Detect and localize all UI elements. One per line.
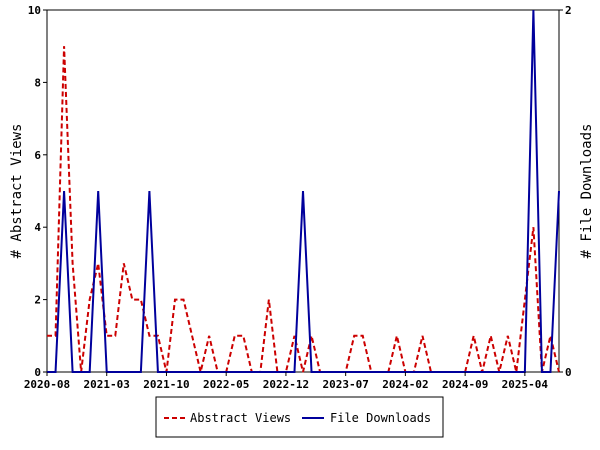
x-tick-label: 2025-04 — [502, 378, 549, 391]
x-tick-label: 2021-03 — [84, 378, 130, 391]
y-left-tick-label: 2 — [34, 294, 41, 307]
y-left-tick-label: 0 — [34, 366, 41, 379]
x-tick-label: 2022-12 — [263, 378, 309, 391]
y-left-tick-label: 8 — [34, 76, 41, 89]
series-layer — [47, 9, 560, 373]
y-right-tick-label: 2 — [565, 4, 572, 17]
y-left-tick-label: 4 — [34, 221, 41, 234]
x-tick-label: 2024-02 — [382, 378, 428, 391]
y-axis-right: 02 — [559, 4, 572, 379]
y-left-tick-label: 10 — [28, 4, 41, 17]
legend: Abstract Views File Downloads — [155, 396, 444, 438]
x-tick-label: 2020-08 — [24, 378, 70, 391]
x-tick-label: 2022-05 — [203, 378, 249, 391]
legend-label-0: Abstract Views — [190, 411, 291, 425]
y-right-tick-label: 0 — [565, 366, 572, 379]
series-line-abstract-views — [47, 46, 560, 373]
series-line-file-downloads — [47, 9, 560, 373]
x-tick-label: 2023-07 — [322, 378, 368, 391]
x-tick-label: 2024-09 — [442, 378, 488, 391]
legend-box — [155, 396, 444, 438]
y-left-tick-label: 6 — [34, 149, 41, 162]
y-axis-left-title: # Abstract Views — [9, 124, 25, 259]
x-axis: 2020-08 2021-03 2021-10 2022-05 2022-12 2023-… — [24, 372, 549, 391]
x-tick-label: 2021-10 — [143, 378, 189, 391]
legend-label-1: File Downloads — [330, 411, 431, 425]
y-axis-left: 0 2 4 6 8 10 — [28, 4, 47, 379]
y-axis-right-title: # File Downloads — [579, 124, 595, 259]
